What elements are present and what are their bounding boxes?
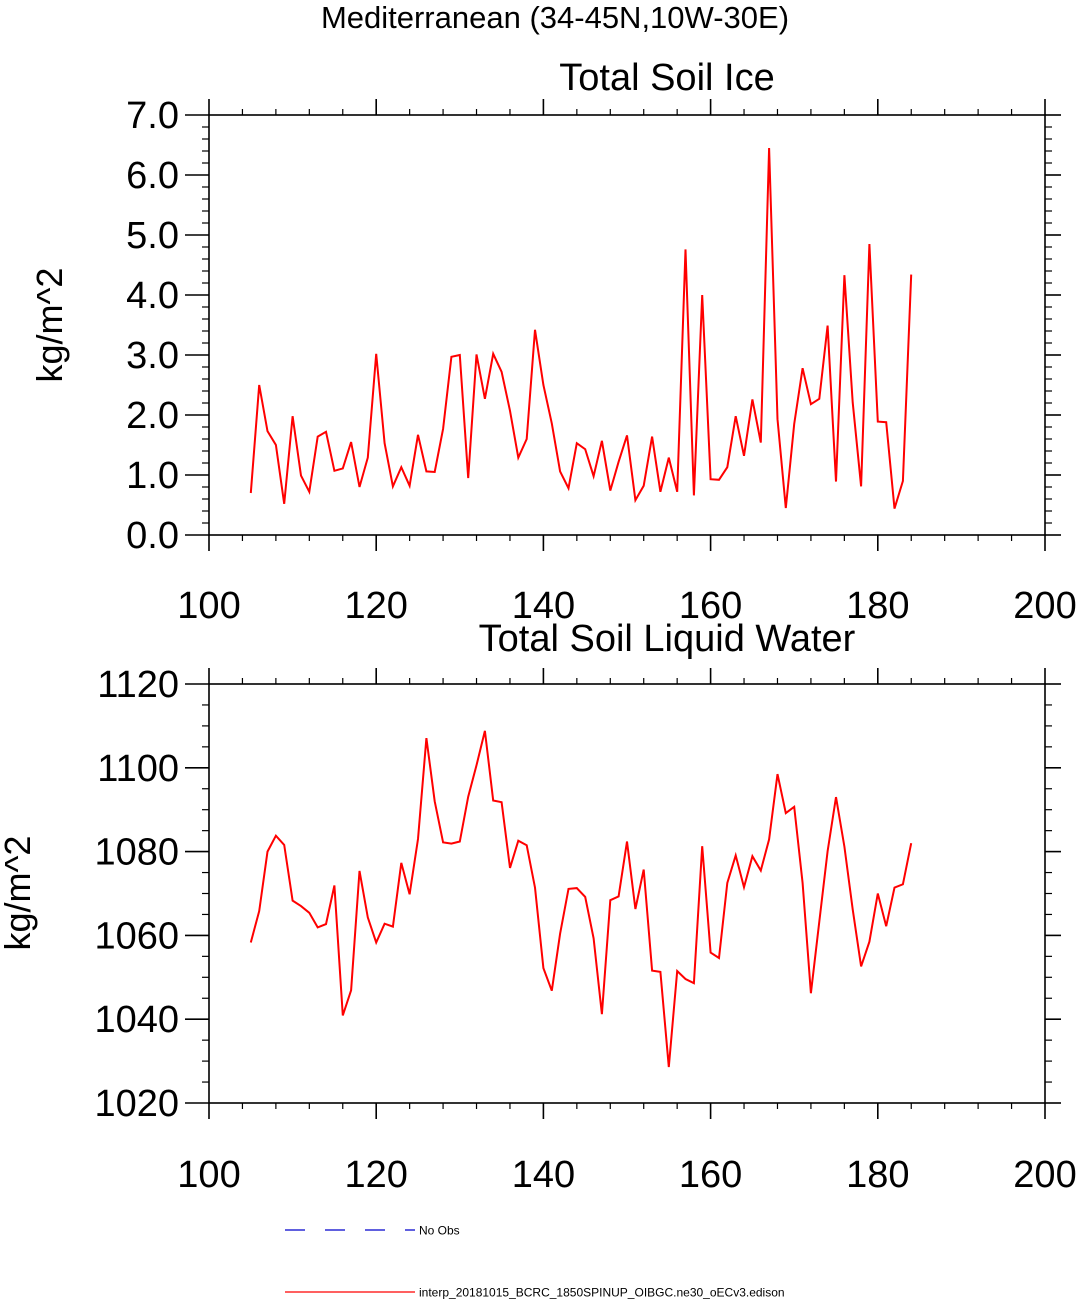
plot-frame — [208, 114, 1046, 536]
y-tick-label: 0.0 — [126, 515, 179, 557]
figure-title: Mediterranean (34-45N,10W-30E) — [321, 0, 789, 35]
x-tick-label: 120 — [344, 585, 407, 627]
y-tick-label: 4.0 — [126, 275, 179, 317]
y-tick-label: 1020 — [94, 1083, 179, 1125]
series-line — [249, 730, 913, 1068]
y-tick-label: 7.0 — [126, 95, 179, 137]
x-tick-label: 100 — [177, 1154, 240, 1196]
x-tick-label: 160 — [679, 585, 742, 627]
x-tick-label: 200 — [1013, 1154, 1076, 1196]
y-tick-label: 1120 — [97, 664, 179, 706]
x-tick-label: 200 — [1013, 585, 1076, 627]
y-tick-label: 5.0 — [126, 215, 179, 257]
y-axis-label: kg/m^2 — [29, 268, 70, 383]
panel-title: Total Soil Liquid Water — [479, 618, 856, 660]
soil-liquid-water-panel: Total Soil Liquid Water kg/m^2 100 120 140 16… — [0, 618, 1077, 1196]
y-tick-label: 6.0 — [126, 155, 179, 197]
y-tick-label: 1100 — [97, 748, 179, 790]
y-tick-label: 1040 — [94, 999, 179, 1041]
series-line — [249, 147, 913, 509]
panel-title: Total Soil Ice — [559, 57, 774, 99]
soil-ice-panel: Total Soil Ice kg/m^2 100 120 140 160 180 200 0.… — [29, 57, 1077, 627]
legend-model-label: interp_20181015_BCRC_1850SPINUP_OIBGC.ne… — [419, 1286, 785, 1300]
x-tick-label: 140 — [512, 585, 575, 627]
legend: No Obs interp_20181015_BCRC_1850SPINUP_O… — [285, 1224, 785, 1300]
y-tick-label: 1060 — [94, 915, 179, 957]
x-tick-label: 180 — [846, 1154, 909, 1196]
legend-no-obs-label: No Obs — [419, 1224, 460, 1238]
y-tick-label: 2.0 — [126, 395, 179, 437]
y-axis-label: kg/m^2 — [0, 836, 38, 951]
x-tick-label: 100 — [177, 585, 240, 627]
x-tick-label: 160 — [679, 1154, 742, 1196]
y-tick-label: 1080 — [94, 832, 179, 874]
x-tick-label: 180 — [846, 585, 909, 627]
y-tick-label: 3.0 — [126, 335, 179, 377]
x-tick-label: 120 — [344, 1154, 407, 1196]
x-tick-label: 140 — [512, 1154, 575, 1196]
y-tick-label: 1.0 — [126, 455, 179, 497]
